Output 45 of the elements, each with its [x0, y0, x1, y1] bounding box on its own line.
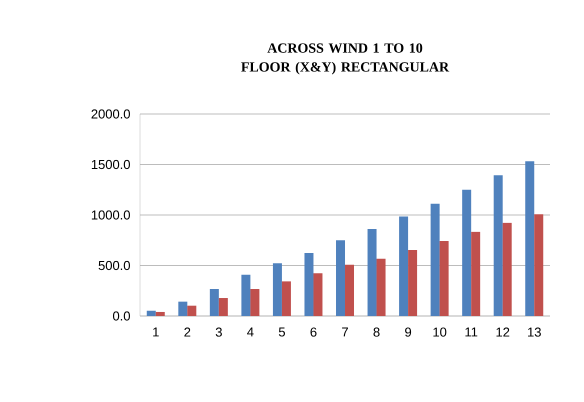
- bar: [399, 216, 408, 316]
- x-tick-label: 1: [153, 328, 159, 336]
- bar: [178, 302, 188, 316]
- bar: [282, 281, 291, 316]
- bar: [218, 298, 228, 316]
- bar: [187, 306, 196, 316]
- y-tick-label: 1000.0: [92, 210, 130, 220]
- x-tick-label: 13: [528, 328, 541, 337]
- bar: [250, 289, 260, 316]
- y-tick-label: 2000.0: [92, 109, 130, 119]
- y-tick-label: 1500.0: [92, 160, 130, 170]
- chart-title: ACROSS WIND 1 TO 10 FLOOR (X&Y) RECTANGULAR: [241, 43, 450, 74]
- bar: [440, 240, 449, 316]
- x-tick-label: 2: [184, 328, 190, 337]
- y-tick-label: 500.0: [98, 260, 130, 270]
- bar: [313, 273, 322, 316]
- bar: [210, 289, 219, 316]
- x-tick-label: 9: [405, 328, 412, 337]
- bar: [525, 161, 534, 316]
- bar: [304, 252, 314, 316]
- bar: [430, 204, 440, 316]
- x-tick-label: 11: [465, 328, 478, 336]
- bar: [336, 240, 346, 316]
- x-tick-label: 12: [496, 328, 510, 337]
- x-tick-label: 10: [433, 328, 446, 337]
- y-tick-label: 0.0: [112, 311, 130, 321]
- bar: [241, 274, 250, 316]
- x-tick-label: 5: [278, 328, 285, 337]
- x-tick-label: 4: [247, 328, 254, 336]
- bar: [272, 263, 282, 316]
- bar: [534, 214, 544, 316]
- bar: [471, 232, 480, 316]
- bar: [462, 190, 472, 316]
- x-tick-label: 7: [342, 328, 348, 336]
- bar: [156, 312, 165, 316]
- bar: [368, 228, 377, 316]
- x-tick-label: 3: [216, 328, 222, 337]
- x-tick-label: 8: [374, 328, 380, 337]
- bar: [494, 175, 503, 316]
- bar: [146, 310, 156, 316]
- bar: [502, 222, 512, 316]
- bar: [408, 250, 418, 316]
- bar: [376, 258, 386, 316]
- x-tick-label: 6: [310, 328, 317, 337]
- bar: [345, 264, 354, 316]
